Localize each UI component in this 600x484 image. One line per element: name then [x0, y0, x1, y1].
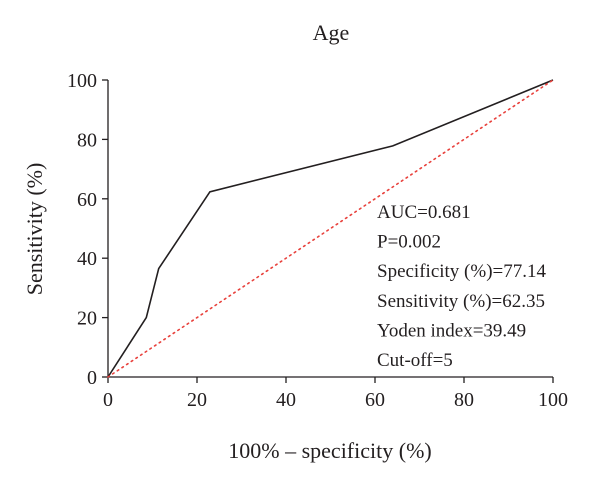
- tick-labels: 0 20 40 60 80 100 0 20 40 60 80 100: [67, 70, 568, 411]
- x-tick-label: 40: [276, 389, 296, 411]
- y-tick-label: 80: [77, 129, 97, 151]
- y-tick-label: 60: [77, 189, 97, 211]
- x-tick-label: 60: [365, 389, 385, 411]
- y-tick-label: 0: [87, 367, 97, 389]
- x-tick-label: 0: [103, 389, 113, 411]
- y-axis-label: Sensitivity (%): [22, 163, 47, 296]
- annotations: AUC=0.681 P=0.002 Specificity (%)=77.14 Sen…: [377, 202, 547, 371]
- roc-curve: [107, 79, 554, 378]
- axes: [102, 79, 554, 383]
- x-tick-label: 100: [538, 389, 568, 411]
- annotation-line-6: Cut-off=5: [377, 350, 453, 371]
- series-layer: [107, 79, 554, 378]
- reference-diagonal-line: [107, 79, 554, 378]
- y-tick-label: 40: [77, 248, 97, 270]
- chart-title: Age: [313, 20, 350, 45]
- x-axis-label: 100% – specificity (%): [228, 438, 431, 463]
- x-tick-label: 80: [454, 389, 474, 411]
- annotation-line-4: Sensitivity (%)=62.35: [377, 291, 545, 312]
- annotation-line-3: Specificity (%)=77.14: [377, 261, 547, 282]
- annotation-line-5: Yoden index=39.49: [377, 320, 526, 341]
- x-tick-label: 20: [187, 389, 207, 411]
- y-tick-label: 100: [67, 70, 97, 92]
- y-tick-label: 20: [77, 308, 97, 330]
- annotation-line-1: AUC=0.681: [377, 202, 471, 223]
- annotation-line-2: P=0.002: [377, 232, 441, 253]
